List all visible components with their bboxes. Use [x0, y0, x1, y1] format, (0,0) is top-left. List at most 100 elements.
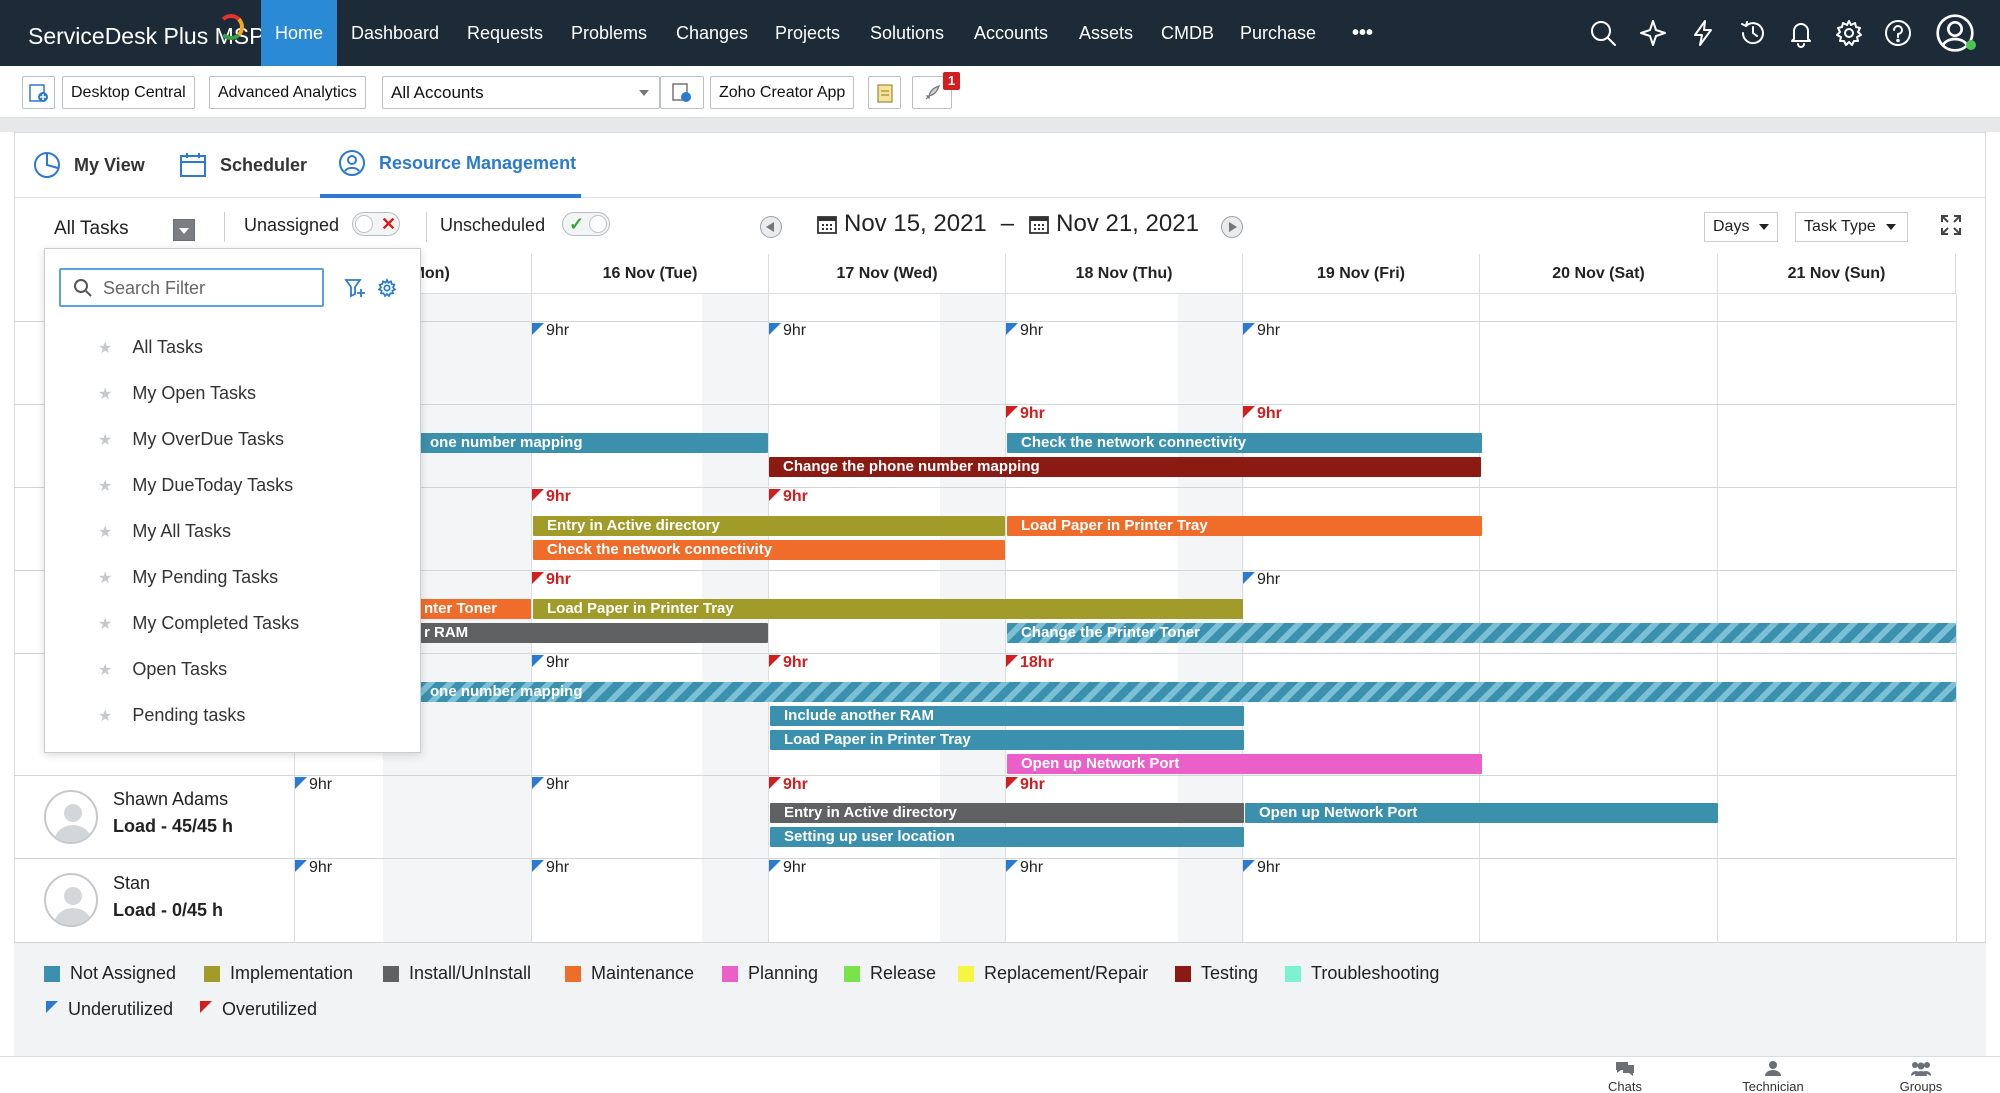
nav-problems[interactable]: Problems: [571, 23, 648, 43]
nav-changes[interactable]: Changes: [676, 23, 749, 43]
star-icon[interactable]: ★: [98, 661, 113, 679]
lightning-icon[interactable]: [1686, 16, 1720, 50]
new-request-icon[interactable]: [22, 76, 55, 109]
task-bar[interactable]: r RAM: [410, 623, 768, 643]
task-bar[interactable]: Check the network connectivity: [533, 540, 1005, 560]
task-bar[interactable]: one number mapping: [416, 433, 768, 453]
star-icon[interactable]: ★: [98, 615, 113, 633]
tab-scheduler[interactable]: Scheduler: [178, 132, 307, 198]
nav-assets[interactable]: Assets: [1079, 23, 1134, 43]
nav-cmdb[interactable]: CMDB: [1161, 23, 1214, 43]
user-avatar-icon[interactable]: [1934, 12, 1976, 54]
desktop-central-button[interactable]: Desktop Central: [62, 76, 195, 109]
task-view-select[interactable]: All Tasks: [44, 213, 200, 245]
tab-my-view[interactable]: My View: [32, 132, 145, 198]
footer-bar: [0, 1056, 2000, 1093]
expand-icon[interactable]: [1940, 214, 1964, 238]
task-bar[interactable]: Open up Network Port: [1007, 754, 1482, 774]
task-bar[interactable]: Entry in Active directory: [770, 803, 1244, 823]
underutilized-flag: 9hr: [295, 776, 332, 794]
unassigned-label: Unassigned: [244, 215, 340, 235]
tab-resource-management[interactable]: Resource Management: [320, 132, 581, 198]
filter-option[interactable]: ★ My Pending Tasks: [98, 567, 278, 588]
date-range[interactable]: Nov 15, 2021 – Nov 21, 2021: [816, 210, 1199, 238]
prev-week-icon[interactable]: [760, 216, 782, 238]
task-bar[interactable]: Load Paper in Printer Tray: [533, 599, 1243, 619]
task-type-select[interactable]: Task Type: [1795, 212, 1908, 242]
task-bar[interactable]: Change the phone number mapping: [769, 457, 1481, 477]
nav-solutions[interactable]: Solutions: [870, 23, 945, 43]
overutilized-flag: 9hr: [532, 488, 571, 506]
filter-option[interactable]: ★ My All Tasks: [98, 521, 231, 542]
clipboard-icon[interactable]: [868, 76, 901, 109]
filter-option[interactable]: ★ All Tasks: [98, 337, 203, 358]
history-icon[interactable]: [1736, 16, 1770, 50]
star-icon[interactable]: ★: [98, 707, 113, 725]
task-bar[interactable]: Load Paper in Printer Tray: [1007, 516, 1482, 536]
add-filter-icon[interactable]: [344, 277, 366, 304]
filter-settings-gear-icon[interactable]: [377, 278, 397, 303]
task-bar[interactable]: Setting up user location: [770, 827, 1244, 847]
legend-item: Maintenance: [565, 963, 694, 984]
star-icon[interactable]: ★: [98, 477, 113, 495]
days-select[interactable]: Days: [1704, 212, 1778, 242]
filter-option[interactable]: ★ My DueToday Tasks: [98, 475, 293, 496]
chevron-down-icon: [1759, 223, 1770, 230]
task-bar[interactable]: Check the network connectivity: [1007, 433, 1482, 453]
flag-hours: 9hr: [783, 859, 807, 876]
flag-triangle: [295, 860, 307, 872]
flag-hours: 9hr: [783, 322, 807, 339]
zoho-creator-button[interactable]: Zoho Creator App: [710, 76, 855, 109]
filter-option[interactable]: ★ My Open Tasks: [98, 383, 256, 404]
account-select[interactable]: All Accounts: [382, 76, 660, 109]
filter-option[interactable]: ★ Pending tasks: [98, 705, 245, 726]
chevron-down-icon: [1885, 223, 1896, 230]
nav-purchase[interactable]: Purchase: [1240, 23, 1317, 43]
search-icon[interactable]: [1586, 16, 1620, 50]
search-filter-input[interactable]: Search Filter: [59, 268, 324, 307]
divider: [224, 212, 225, 242]
technician-icon: [1765, 1061, 1781, 1076]
task-view-dropdown-toggle[interactable]: [173, 219, 195, 241]
task-bar[interactable]: Load Paper in Printer Tray: [770, 730, 1244, 750]
star-icon[interactable]: ★: [98, 339, 113, 357]
task-bar[interactable]: Change the Printer Toner: [1007, 623, 1956, 643]
legend-label: Planning: [748, 963, 819, 983]
nav-projects[interactable]: Projects: [775, 23, 841, 43]
filter-option-label: My Completed Tasks: [132, 613, 300, 633]
unassigned-toggle[interactable]: ✕: [352, 212, 400, 236]
sparkle-icon[interactable]: [1636, 16, 1670, 50]
filter-option[interactable]: ★ Open Tasks: [98, 659, 227, 680]
advanced-analytics-button[interactable]: Advanced Analytics: [209, 76, 366, 109]
nav-more[interactable]: •••: [1352, 22, 1374, 44]
task-bar[interactable]: nter Toner: [410, 599, 531, 619]
nav-requests[interactable]: Requests: [467, 23, 544, 43]
task-bar[interactable]: Include another RAM: [770, 706, 1244, 726]
date-to: Nov 21, 2021: [1056, 210, 1199, 237]
star-icon[interactable]: ★: [98, 385, 113, 403]
overutilized-flag: 9hr: [769, 488, 808, 506]
star-icon[interactable]: ★: [98, 569, 113, 587]
star-icon[interactable]: ★: [98, 523, 113, 541]
chats-button[interactable]: Chats: [1590, 1060, 1660, 1093]
filter-option[interactable]: ★ My OverDue Tasks: [98, 429, 284, 450]
nav-accounts[interactable]: Accounts: [974, 23, 1049, 43]
task-bar[interactable]: one number mapping: [416, 682, 1956, 702]
task-bar[interactable]: Open up Network Port: [1245, 803, 1718, 823]
groups-button[interactable]: Groups: [1886, 1060, 1956, 1093]
overutilized-icon: [200, 1000, 212, 1013]
nav-dashboard[interactable]: Dashboard: [351, 23, 440, 43]
filter-option-label: Open Tasks: [132, 659, 228, 679]
next-week-icon[interactable]: [1221, 216, 1243, 238]
gear-icon[interactable]: [1832, 16, 1866, 50]
help-icon[interactable]: [1881, 16, 1915, 50]
bell-icon[interactable]: [1784, 16, 1818, 50]
task-bar[interactable]: Entry in Active directory: [533, 516, 1005, 536]
account-info-icon[interactable]: [660, 76, 704, 109]
nav-home[interactable]: Home: [261, 0, 337, 66]
filter-option-label: My Open Tasks: [132, 383, 257, 403]
technician-button[interactable]: Technician: [1738, 1060, 1808, 1093]
unscheduled-toggle[interactable]: ✓: [562, 212, 610, 236]
filter-option[interactable]: ★ My Completed Tasks: [98, 613, 299, 634]
star-icon[interactable]: ★: [98, 431, 113, 449]
